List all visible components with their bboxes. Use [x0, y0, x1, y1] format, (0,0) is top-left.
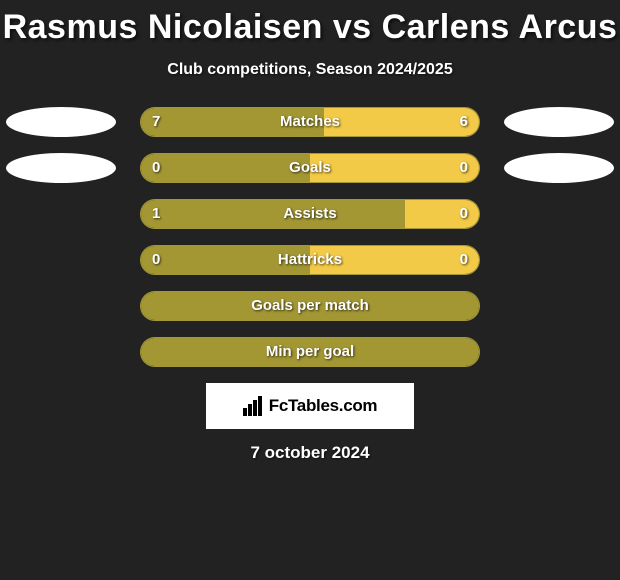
- player-marker-left: [6, 153, 116, 183]
- stat-value-right: 0: [460, 199, 468, 229]
- player-marker-left: [6, 107, 116, 137]
- stat-bar-left: [141, 246, 310, 274]
- stat-bar: [140, 199, 480, 229]
- branding-box: FcTables.com: [206, 383, 414, 429]
- stat-value-right: 0: [460, 245, 468, 275]
- stat-row: 76Matches: [0, 107, 620, 137]
- comparison-chart: 76Matches00Goals10Assists00HattricksGoal…: [0, 107, 620, 367]
- stat-bar: [140, 291, 480, 321]
- stat-row: 00Goals: [0, 153, 620, 183]
- stat-value-left: 0: [152, 245, 160, 275]
- stat-bar: [140, 245, 480, 275]
- stat-row: 10Assists: [0, 199, 620, 229]
- stat-bar: [140, 107, 480, 137]
- branding-text: FcTables.com: [269, 396, 378, 416]
- stat-value-left: 1: [152, 199, 160, 229]
- stat-row: 00Hattricks: [0, 245, 620, 275]
- stat-bar: [140, 153, 480, 183]
- stat-bar-left: [141, 292, 479, 320]
- player-marker-right: [504, 107, 614, 137]
- page-title: Rasmus Nicolaisen vs Carlens Arcus: [0, 0, 620, 47]
- stat-row: Goals per match: [0, 291, 620, 321]
- stat-bar-right: [310, 246, 479, 274]
- stat-bar-right: [310, 154, 479, 182]
- bars-icon: [243, 396, 265, 416]
- stat-bar-left: [141, 338, 479, 366]
- stat-value-right: 0: [460, 153, 468, 183]
- stat-value-left: 7: [152, 107, 160, 137]
- stat-value-right: 6: [460, 107, 468, 137]
- stat-bar: [140, 337, 480, 367]
- stat-value-left: 0: [152, 153, 160, 183]
- player-marker-right: [504, 153, 614, 183]
- stat-bar-left: [141, 200, 405, 228]
- stat-bar-left: [141, 154, 310, 182]
- stat-bar-right: [324, 108, 479, 136]
- page-subtitle: Club competitions, Season 2024/2025: [0, 61, 620, 79]
- stat-bar-left: [141, 108, 324, 136]
- stat-row: Min per goal: [0, 337, 620, 367]
- chart-date: 7 october 2024: [0, 443, 620, 463]
